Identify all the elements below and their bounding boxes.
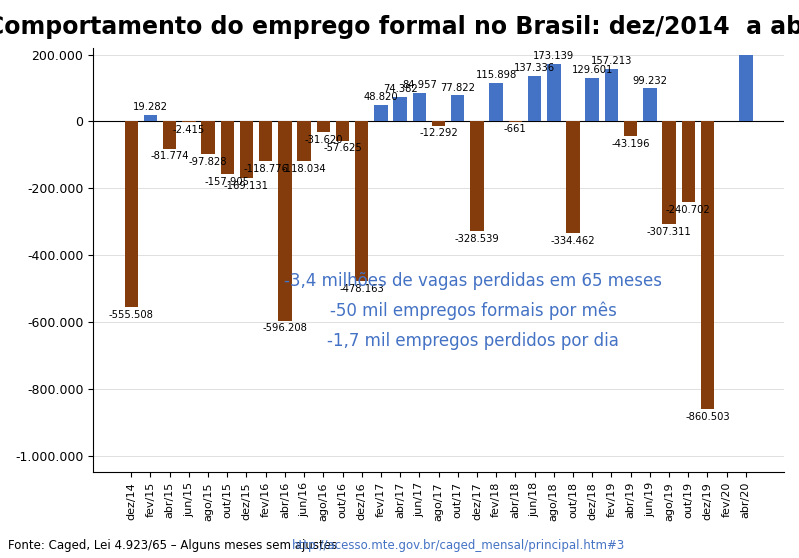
Bar	[201, 122, 215, 154]
Text: 137.336: 137.336	[514, 63, 555, 73]
Bar	[624, 122, 638, 136]
Bar	[278, 122, 292, 321]
Text: -596.208: -596.208	[262, 323, 308, 333]
Bar	[547, 64, 561, 122]
Bar	[566, 122, 580, 233]
Text: Fonte: Caged, Lei 4.923/65 – Alguns meses sem ajustes: Fonte: Caged, Lei 4.923/65 – Alguns mese…	[8, 540, 341, 552]
Text: -860.503: -860.503	[686, 412, 729, 422]
Text: -555.508: -555.508	[109, 310, 153, 320]
Bar	[297, 122, 311, 161]
Text: -334.462: -334.462	[551, 236, 595, 246]
Bar	[490, 83, 503, 122]
Text: 77.822: 77.822	[440, 83, 475, 93]
Text: -3,4 milhões de vagas perdidas em 65 meses
-50 mil empregos formais por mês
-1,7: -3,4 milhões de vagas perdidas em 65 mes…	[284, 272, 662, 350]
Text: -81.774: -81.774	[150, 151, 189, 161]
Bar	[355, 122, 368, 281]
Text: 84.957: 84.957	[402, 80, 437, 90]
Text: -12.292: -12.292	[419, 128, 458, 138]
Bar	[374, 105, 388, 122]
Bar	[431, 122, 445, 126]
Text: -661: -661	[504, 124, 527, 134]
Bar	[528, 75, 541, 122]
Bar	[240, 122, 253, 178]
Bar	[605, 69, 618, 122]
Text: 48.820: 48.820	[364, 93, 398, 103]
Bar	[125, 122, 138, 307]
Bar	[393, 97, 407, 122]
Bar	[643, 88, 657, 122]
Text: 19.282: 19.282	[133, 102, 168, 112]
Text: -118.776: -118.776	[243, 164, 288, 174]
Text: -169.131: -169.131	[224, 181, 269, 191]
Title: Comportamento do emprego formal no Brasil: dez/2014  a abr/2020: Comportamento do emprego formal no Brasi…	[0, 15, 799, 39]
Text: -118.034: -118.034	[282, 163, 327, 174]
Text: -57.625: -57.625	[323, 143, 362, 153]
Bar	[412, 93, 426, 122]
Text: -43.196: -43.196	[611, 138, 650, 148]
Text: -328.539: -328.539	[455, 234, 499, 244]
Text: -307.311: -307.311	[646, 227, 691, 237]
Bar	[701, 122, 714, 409]
Text: -478.163: -478.163	[340, 284, 384, 294]
Bar	[316, 122, 330, 132]
Text: 157.213: 157.213	[590, 56, 632, 66]
Text: -31.620: -31.620	[304, 134, 343, 145]
Bar	[662, 122, 676, 224]
Bar	[682, 122, 695, 202]
Text: -2.415: -2.415	[173, 125, 205, 135]
Text: 74.382: 74.382	[383, 84, 418, 94]
Bar	[336, 122, 349, 141]
Bar	[471, 122, 483, 231]
Bar	[586, 78, 599, 122]
Bar	[451, 95, 464, 122]
Text: 115.898: 115.898	[475, 70, 517, 80]
Text: -97.828: -97.828	[189, 157, 227, 167]
Bar	[221, 122, 234, 174]
Text: http://acesso.mte.gov.br/caged_mensal/principal.htm#3: http://acesso.mte.gov.br/caged_mensal/pr…	[292, 540, 625, 552]
Bar	[739, 55, 753, 122]
Text: -240.702: -240.702	[666, 205, 710, 214]
Text: 129.601: 129.601	[571, 65, 613, 75]
Text: 99.232: 99.232	[632, 75, 667, 85]
Bar	[163, 122, 177, 149]
Text: 173.139: 173.139	[533, 51, 574, 61]
Bar	[144, 115, 157, 122]
Text: -157.905: -157.905	[205, 177, 250, 187]
Bar	[259, 122, 272, 161]
